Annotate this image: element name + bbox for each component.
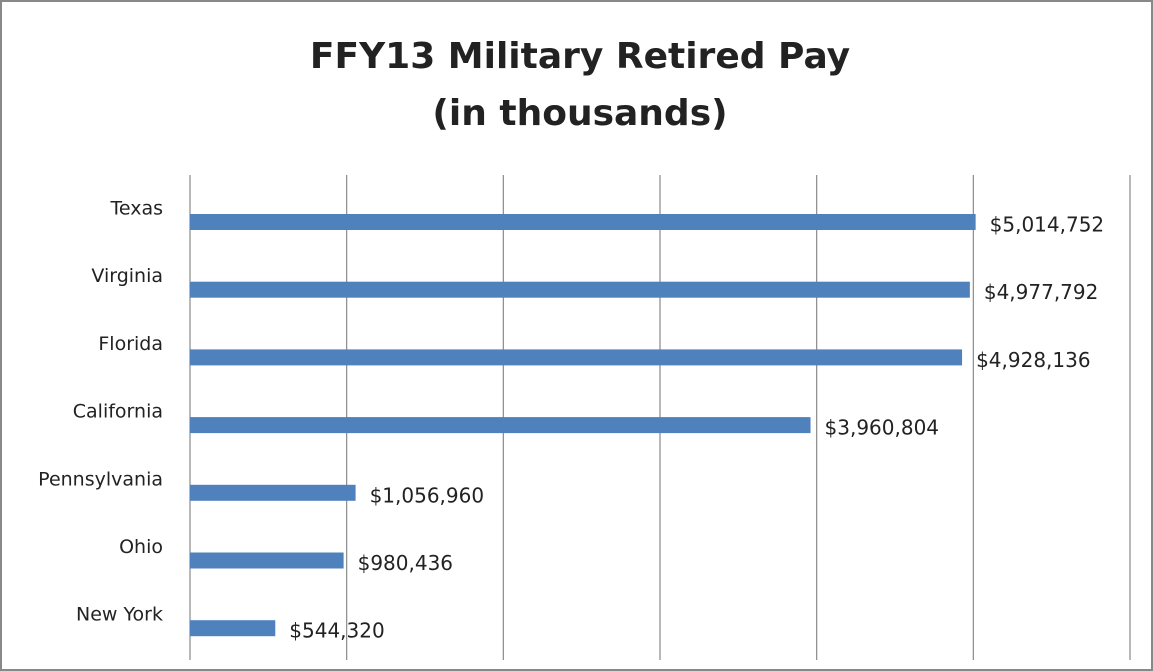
bar <box>190 281 970 298</box>
bar <box>190 484 356 501</box>
y-tick-label: Pennsylvania <box>38 468 163 490</box>
data-label: $1,056,960 <box>370 483 485 507</box>
data-label: $3,960,804 <box>825 416 940 440</box>
bar <box>190 552 344 569</box>
bar <box>190 620 276 637</box>
y-tick-label: Texas <box>109 198 163 220</box>
chart-title: (in thousands) <box>432 93 727 134</box>
y-tick-label: Virginia <box>91 265 163 287</box>
y-tick-label: New York <box>76 604 163 626</box>
bar <box>190 214 976 230</box>
y-tick-label: Florida <box>98 333 163 355</box>
bar <box>190 349 963 366</box>
data-label: $544,320 <box>289 619 384 643</box>
bar <box>190 417 811 434</box>
data-label: $980,436 <box>358 551 453 575</box>
data-label: $4,928,136 <box>976 348 1091 372</box>
data-label: $4,977,792 <box>984 280 1099 304</box>
y-tick-label: Ohio <box>119 536 163 558</box>
data-label: $5,014,752 <box>990 213 1105 237</box>
chart-title: FFY13 Military Retired Pay <box>310 36 850 77</box>
y-tick-label: California <box>73 401 163 423</box>
